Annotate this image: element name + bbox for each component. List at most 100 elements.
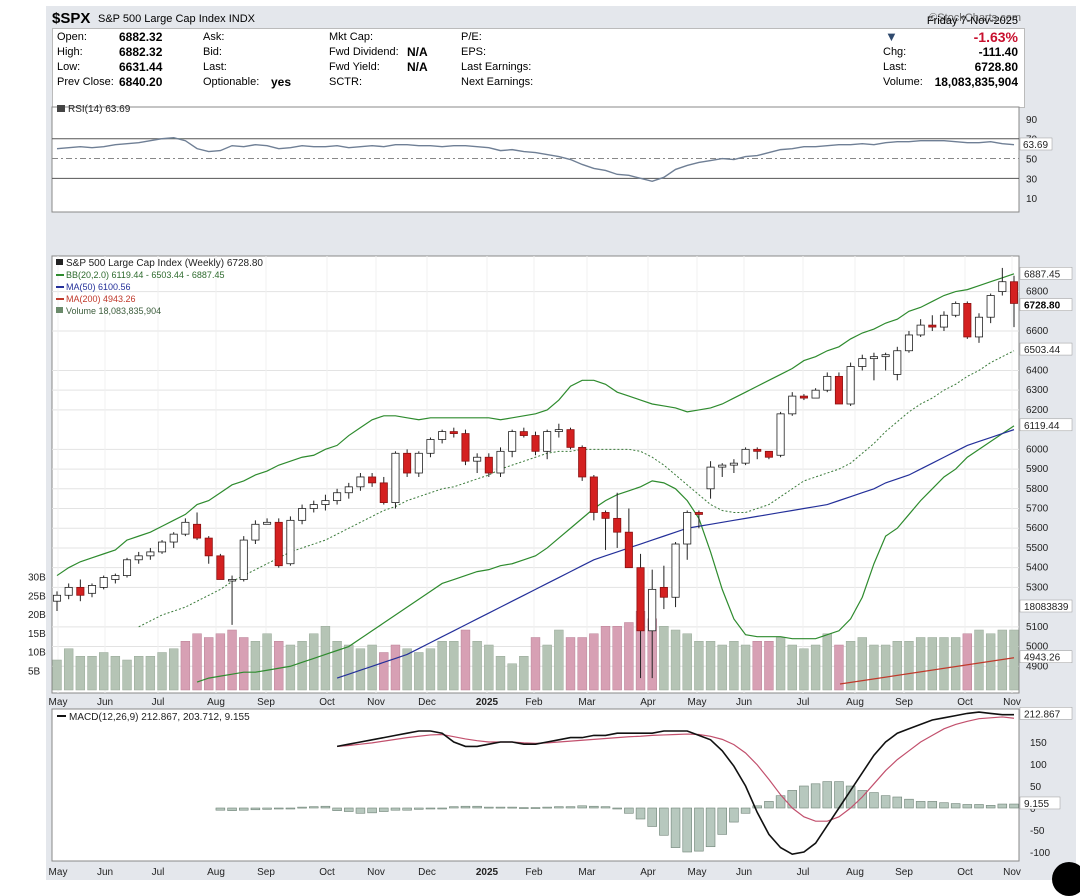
- volume-bar: [612, 626, 622, 691]
- macd-tick-label: 50: [1030, 782, 1042, 793]
- bb-lower-value: 6119.44: [1024, 421, 1060, 432]
- candle-up: [333, 492, 342, 502]
- candle-up: [823, 375, 832, 391]
- macd-histogram-bar: [565, 806, 576, 809]
- pe-label: P/E:: [461, 31, 482, 43]
- price-tick-label: 5600: [1026, 523, 1049, 534]
- month-label: Nov: [367, 697, 385, 708]
- fwd-yield-label: Fwd Yield:: [329, 61, 380, 73]
- macd-tick-label: 100: [1030, 760, 1047, 771]
- low-value: 6631.44: [119, 60, 163, 74]
- candle-up: [869, 356, 878, 360]
- candle-up: [998, 281, 1007, 292]
- month-label: Dec: [418, 697, 436, 708]
- prev-close-value: 6840.20: [119, 75, 163, 89]
- month-label: Sep: [895, 697, 913, 708]
- volume-bar: [880, 644, 891, 691]
- last-label-right: Last:: [883, 61, 907, 73]
- volume-bar: [600, 626, 611, 691]
- volume-bar: [122, 659, 132, 691]
- candle-down: [403, 452, 412, 474]
- macd-histogram-bar: [507, 806, 517, 809]
- bb-upper-value: 6887.45: [1024, 269, 1061, 280]
- volume-bar: [927, 637, 937, 691]
- month-label-bottom: Oct: [319, 867, 335, 878]
- candle-up: [391, 452, 400, 503]
- month-label: Apr: [640, 697, 656, 708]
- macd-histogram-bar: [238, 807, 249, 811]
- last-price-value: 6728.80: [1024, 301, 1061, 312]
- macd-histogram-bar: [880, 795, 891, 809]
- down-arrow-icon: ▼: [885, 29, 898, 44]
- month-label: Oct: [957, 697, 973, 708]
- volume-bar: [449, 641, 459, 691]
- candle-up: [729, 462, 738, 466]
- candle-up: [228, 579, 237, 582]
- macd-tick-label: 150: [1030, 738, 1047, 749]
- chg-value: -111.40: [978, 45, 1018, 59]
- month-label: Sep: [257, 697, 275, 708]
- candle-up: [286, 519, 295, 565]
- macd-histogram-bar: [554, 806, 564, 809]
- candle-down: [753, 448, 762, 452]
- macd-histogram-bar: [997, 803, 1008, 809]
- macd-histogram-bar: [379, 807, 389, 812]
- watermark[interactable]: ©StockCharts.com: [929, 12, 1021, 24]
- volume-bar: [869, 644, 879, 691]
- volume-bar: [915, 637, 926, 691]
- bb-lower-line: [196, 425, 1015, 683]
- macd-histogram-bar: [985, 805, 996, 809]
- price-tick-label: 5700: [1026, 504, 1049, 515]
- volume-bar: [87, 656, 97, 691]
- candle-up: [321, 500, 330, 505]
- volume-bar: [787, 644, 797, 691]
- bid-label: Bid:: [203, 46, 222, 58]
- volume-tick-label: 20B: [28, 610, 46, 621]
- macd-histogram-bar: [799, 785, 809, 809]
- macd-histogram-bar: [472, 805, 482, 809]
- macd-histogram-bar: [577, 805, 587, 809]
- macd-histogram-bar: [869, 792, 879, 809]
- rsi-tick-label: 90: [1026, 115, 1038, 126]
- month-label-bottom: Nov: [367, 867, 385, 878]
- price-tick-label: 6000: [1026, 444, 1049, 455]
- rsi-swatch: [57, 105, 65, 112]
- volume-bar: [425, 648, 436, 691]
- volume-bar: [495, 656, 506, 691]
- volume-bar: [857, 637, 867, 691]
- ma200-value: 4943.26: [1024, 653, 1061, 664]
- fwd-yield-value: N/A: [407, 60, 428, 74]
- volume-bar: [262, 633, 272, 691]
- month-label-bottom: May: [49, 867, 68, 878]
- candle-down: [613, 517, 622, 533]
- volume-bar: [484, 644, 494, 691]
- bb-mid-line: [138, 350, 1015, 628]
- candle-up: [648, 588, 657, 632]
- volume-last-value-box: [1019, 599, 1073, 613]
- legend-bb: BB(20,2.0) 6119.44 - 6503.44 - 6887.45: [66, 270, 224, 280]
- macd-histogram-bar: [425, 807, 436, 810]
- volume-bar: [717, 644, 727, 691]
- bb-upper-line: [56, 273, 1015, 577]
- symbol[interactable]: $SPX: [52, 10, 91, 27]
- candle-down: [799, 395, 808, 399]
- candle-up: [706, 466, 715, 490]
- candle-up: [134, 555, 143, 561]
- macd-histogram-bar: [227, 807, 237, 811]
- macd-hist-box: [1019, 796, 1061, 810]
- candle-up: [974, 316, 984, 338]
- candle-down: [76, 586, 85, 596]
- bb-mid-value-box: [1019, 342, 1073, 356]
- macd-tick-label: 0: [1030, 804, 1036, 815]
- candle-up: [111, 575, 120, 580]
- bb-upper-value-box: [1019, 267, 1073, 280]
- macd-tick-label: -100: [1030, 848, 1050, 859]
- macd-histogram-bar: [939, 802, 949, 809]
- price-tick-label: 5300: [1026, 582, 1049, 593]
- high-label: High:: [57, 46, 83, 58]
- month-label-bottom: Dec: [418, 867, 436, 878]
- volume-bar: [670, 629, 681, 691]
- volume-bar: [764, 641, 774, 691]
- macd-histogram-bar: [927, 801, 938, 809]
